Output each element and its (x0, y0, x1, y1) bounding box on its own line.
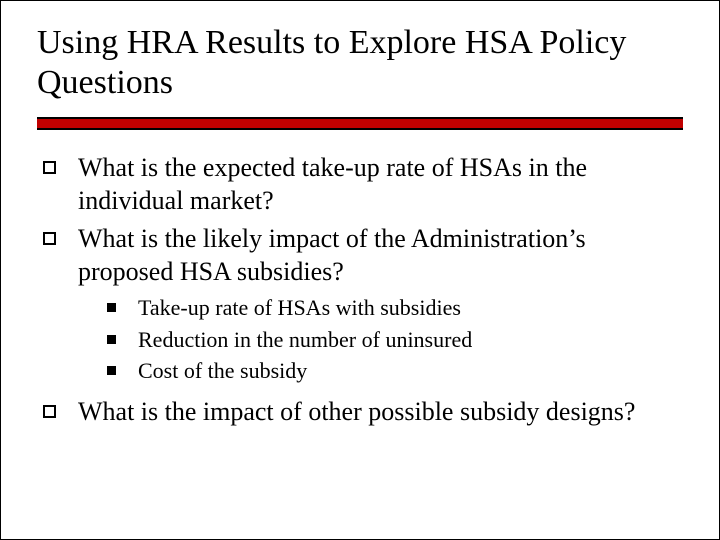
rule-bottom-line (37, 128, 683, 130)
slide-title: Using HRA Results to Explore HSA Policy … (37, 23, 683, 103)
list-item-text: What is the impact of other possible sub… (78, 396, 635, 429)
list-item-text: What is the likely impact of the Adminis… (78, 223, 683, 288)
list-item: What is the impact of other possible sub… (43, 396, 683, 429)
list-item: Reduction in the number of uninsured (107, 326, 683, 355)
list-item: What is the expected take-up rate of HSA… (43, 152, 683, 217)
title-rule (37, 117, 683, 130)
list-item-text: Reduction in the number of uninsured (138, 326, 472, 355)
hollow-square-icon (43, 232, 56, 245)
filled-square-icon (107, 303, 116, 312)
sub-list: Take-up rate of HSAs with subsidies Redu… (43, 294, 683, 386)
hollow-square-icon (43, 405, 56, 418)
list-item-text: What is the expected take-up rate of HSA… (78, 152, 683, 217)
filled-square-icon (107, 366, 116, 375)
list-item: Take-up rate of HSAs with subsidies (107, 294, 683, 323)
rule-accent-bar (37, 119, 683, 128)
slide: Using HRA Results to Explore HSA Policy … (0, 0, 720, 540)
list-item: What is the likely impact of the Adminis… (43, 223, 683, 288)
list-item-text: Take-up rate of HSAs with subsidies (138, 294, 461, 323)
slide-body: What is the expected take-up rate of HSA… (37, 152, 683, 428)
filled-square-icon (107, 335, 116, 344)
list-item: Cost of the subsidy (107, 357, 683, 386)
list-item-text: Cost of the subsidy (138, 357, 307, 386)
hollow-square-icon (43, 161, 56, 174)
